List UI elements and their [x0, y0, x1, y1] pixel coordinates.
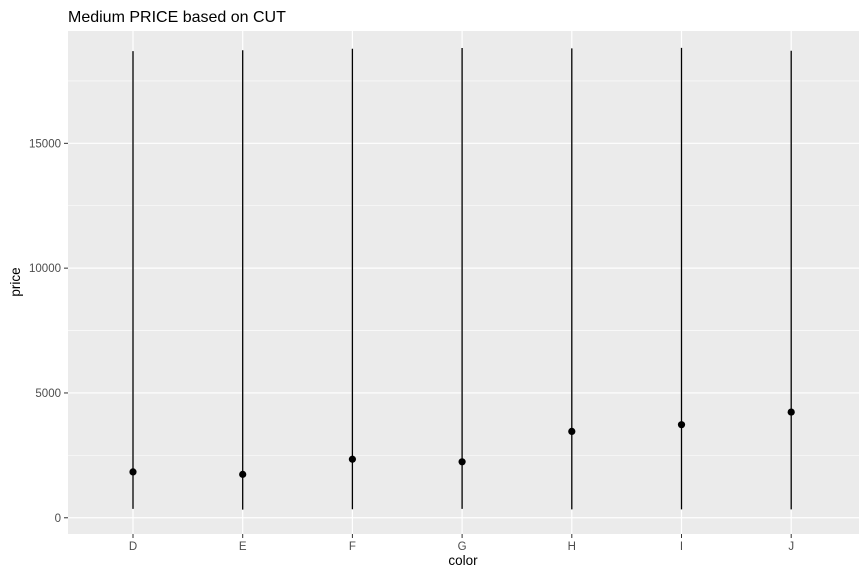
data-point: [568, 427, 576, 436]
y-tick-label: 5000: [35, 388, 61, 400]
x-tick-label: I: [680, 541, 683, 553]
x-tick-label: F: [349, 541, 356, 553]
data-point: [239, 470, 247, 478]
chart-title: Medium PRICE based on CUT: [68, 9, 286, 26]
y-axis: 0 5000 10000 15000: [29, 138, 68, 525]
x-axis: D E F G H I J: [129, 534, 794, 553]
y-tick-label: 0: [55, 513, 61, 525]
x-tick-label: D: [129, 541, 137, 553]
x-tick-label: H: [568, 541, 576, 553]
data-point: [129, 468, 137, 476]
plot-panel: [68, 31, 859, 534]
x-axis-title: color: [448, 553, 478, 568]
data-point: [348, 455, 356, 463]
y-axis-title: price: [8, 267, 23, 296]
grid-minor-lines: [68, 80, 859, 456]
data-point: [787, 408, 795, 416]
data-point: [677, 421, 686, 429]
x-tick-label: E: [239, 541, 247, 553]
data-marks: [129, 47, 795, 510]
x-tick-label: G: [458, 541, 467, 553]
x-tick-label: J: [788, 541, 794, 553]
y-tick-label: 10000: [29, 263, 61, 275]
data-point: [458, 458, 466, 466]
y-tick-label: 15000: [29, 138, 61, 150]
